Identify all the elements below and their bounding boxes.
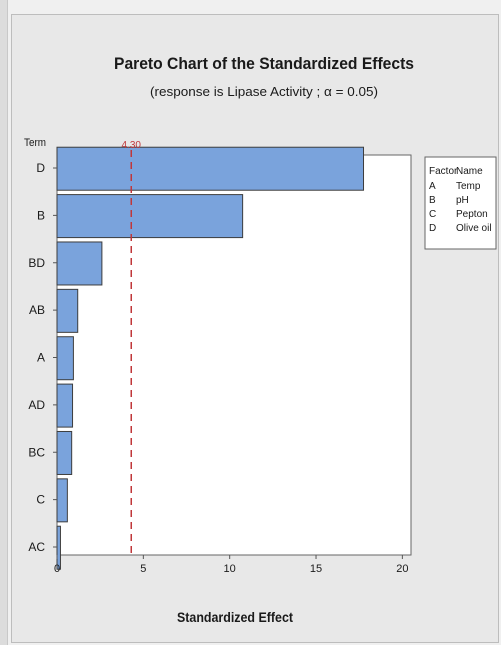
reference-line-label: 4.30 xyxy=(122,140,142,151)
legend-name-c: Pepton xyxy=(456,209,488,220)
x-tick-label: 20 xyxy=(396,563,408,575)
legend-name-d: Olive oil xyxy=(456,223,492,234)
legend-header-factor: Factor xyxy=(429,166,458,177)
bar-bd xyxy=(56,241,103,286)
left-scroll-strip xyxy=(0,0,8,645)
bar-ab xyxy=(56,288,79,333)
bar-ac xyxy=(56,525,61,570)
legend-box xyxy=(424,156,497,250)
x-tick-label: 5 xyxy=(140,563,146,575)
bar-d xyxy=(56,146,365,191)
bar-ad xyxy=(56,383,74,428)
bar-bc xyxy=(56,430,73,475)
x-tick-label: 15 xyxy=(310,563,322,575)
bar-a xyxy=(56,336,74,381)
y-tick-label-d: D xyxy=(36,161,45,175)
y-tick-label-ab: AB xyxy=(29,303,45,317)
bar-c xyxy=(56,478,68,523)
y-tick-label-a: A xyxy=(37,351,45,365)
y-tick-label-c: C xyxy=(36,493,45,507)
legend-name-b: pH xyxy=(456,195,469,206)
x-tick-label: 0 xyxy=(54,563,60,575)
y-tick-label-ac: AC xyxy=(28,540,45,554)
top-strip xyxy=(8,0,501,10)
x-tick-label: 10 xyxy=(224,563,236,575)
y-tick-label-bd: BD xyxy=(28,256,45,270)
legend-name-a: Temp xyxy=(456,181,481,192)
legend-header-name: Name xyxy=(456,166,483,177)
legend-factor-b: B xyxy=(429,195,436,206)
chart-subtitle: (response is Lipase Activity ; α = 0.05) xyxy=(150,84,378,99)
legend-factor-d: D xyxy=(429,223,436,234)
bar-b xyxy=(56,194,244,239)
legend-factor-c: C xyxy=(429,209,436,220)
y-tick-label-bc: BC xyxy=(28,445,45,459)
x-axis-title: Standardized Effect xyxy=(177,609,293,625)
legend-factor-a: A xyxy=(429,181,436,192)
chart-title: Pareto Chart of the Standardized Effects xyxy=(114,54,414,73)
y-tick-label-ad: AD xyxy=(28,398,45,412)
y-tick-label-b: B xyxy=(37,208,45,222)
y-axis-title: Term xyxy=(24,137,46,149)
